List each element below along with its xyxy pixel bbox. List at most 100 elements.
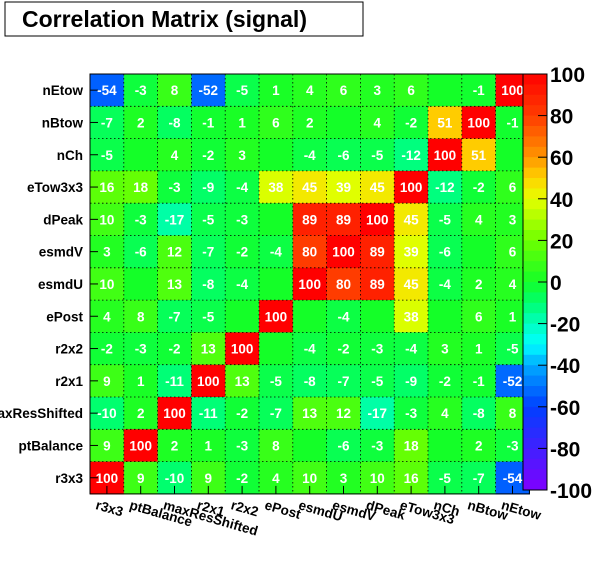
cell-value-label: 10: [99, 212, 114, 227]
title-box: [4, 1, 364, 37]
heatmap-cell: [360, 429, 395, 463]
color-scale-tick-label: 0: [550, 272, 562, 295]
heatmap-cell: [292, 106, 328, 140]
heatmap-cell: [259, 203, 294, 237]
cell-value-label: 100: [332, 245, 355, 260]
cell-value-label: 100: [467, 115, 490, 130]
cell-value-label: 4: [374, 115, 382, 130]
color-scale-step: [523, 198, 547, 210]
cell-value-label: 51: [437, 115, 453, 130]
cell-value-label: -4: [304, 148, 316, 163]
heatmap-cell: [428, 364, 463, 398]
cell-value-label: -2: [337, 342, 349, 357]
heatmap-cell: [259, 429, 294, 463]
heatmap-cell: [461, 332, 497, 366]
cell-value-label: 9: [137, 471, 145, 486]
cell-value-label: 9: [103, 374, 111, 389]
heatmap-cell: [157, 106, 192, 140]
cell-value-label: -52: [199, 83, 219, 98]
cell-value-label: 100: [163, 406, 186, 421]
cell-value-label: 9: [103, 438, 111, 453]
cell-value-label: -5: [371, 148, 383, 163]
cell-value-label: 6: [509, 180, 517, 195]
cell-value-label: -3: [506, 438, 518, 453]
heatmap-cell: [326, 397, 361, 430]
cell-value-label: 100: [129, 438, 152, 453]
color-scale-tick-label: -100: [550, 480, 592, 503]
heatmap-cell: [292, 397, 328, 430]
heatmap-cell: [191, 138, 226, 172]
color-scale-step: [523, 438, 547, 449]
cell-value-label: -4: [439, 277, 451, 292]
heatmap-cell: [259, 332, 294, 366]
cell-value-label: 45: [404, 277, 420, 292]
cell-value-label: 16: [99, 180, 115, 195]
cell-value-label: -5: [236, 83, 248, 98]
heatmap-cell: [326, 332, 361, 366]
y-axis-label: ptBalance: [18, 438, 83, 453]
heatmap-cell: [292, 332, 328, 366]
cell-value-label: 8: [171, 83, 179, 98]
color-scale-step: [523, 469, 547, 481]
heatmap-cell: [259, 364, 294, 398]
heatmap-cell: [259, 397, 294, 430]
heatmap-cell: [326, 74, 361, 107]
cell-value-label: 3: [374, 83, 382, 98]
heatmap-cell: [259, 138, 294, 172]
heatmap-cell: [225, 397, 260, 430]
heatmap-cell: [259, 300, 294, 333]
cell-value-label: -5: [270, 374, 282, 389]
y-axis-label: r2x1: [55, 374, 83, 389]
cell-value-label: -17: [165, 212, 185, 227]
heatmap-cell: [394, 300, 429, 333]
cell-value-label: 45: [370, 180, 386, 195]
heatmap-cell: [123, 170, 159, 204]
cell-value-label: 3: [441, 342, 449, 357]
heatmap-cell: [292, 235, 328, 269]
heatmap-cell: [191, 332, 226, 366]
heatmap-cell: [428, 267, 463, 301]
color-scale-step: [523, 136, 547, 148]
cell-value-label: 13: [235, 374, 251, 389]
cell-value-label: -5: [202, 212, 214, 227]
cell-value-label: 18: [133, 180, 149, 195]
heatmap-cell: [428, 397, 463, 430]
heatmap-cell: [394, 235, 429, 269]
heatmap-cell: [191, 74, 226, 107]
heatmap-cell: [123, 203, 159, 237]
heatmap-cell: [191, 364, 226, 398]
cell-value-label: -3: [135, 83, 147, 98]
cell-value-label: 6: [272, 115, 280, 130]
heatmap-cell: [428, 429, 463, 463]
y-axis-label: esmdV: [39, 245, 83, 260]
cell-value-label: -1: [473, 374, 485, 389]
heatmap-cell: [123, 74, 159, 107]
heatmap-cell: [225, 74, 260, 107]
cell-value-label: 1: [238, 115, 246, 130]
heatmap-cell: [428, 203, 463, 237]
color-scale-step: [523, 417, 547, 429]
cell-value-label: 80: [336, 277, 351, 292]
heatmap-cell: [326, 203, 361, 237]
cell-value-label: -12: [401, 148, 421, 163]
cell-value-label: 4: [272, 471, 280, 486]
heatmap-cell: [461, 170, 497, 204]
heatmap-cell: [225, 267, 260, 301]
color-scale-tick-label: -60: [550, 397, 580, 420]
color-scale-tick-label: -40: [550, 355, 580, 378]
cell-value-label: 8: [509, 406, 517, 421]
cell-value-label: 100: [96, 471, 119, 486]
heatmap-cell: [157, 300, 192, 333]
y-axis-label: nCh: [57, 148, 83, 163]
cell-value-label: -6: [439, 245, 451, 260]
heatmap-cell: [157, 138, 192, 172]
cell-value-label: -8: [473, 406, 485, 421]
heatmap-cell: [123, 397, 159, 430]
color-scale-tick-label: 40: [550, 189, 573, 212]
cell-value-label: 2: [137, 406, 145, 421]
cell-value-label: 3: [509, 212, 517, 227]
cell-value-label: 1: [509, 309, 517, 324]
cell-value-label: 12: [167, 245, 182, 260]
heatmap-cell: [225, 203, 260, 237]
